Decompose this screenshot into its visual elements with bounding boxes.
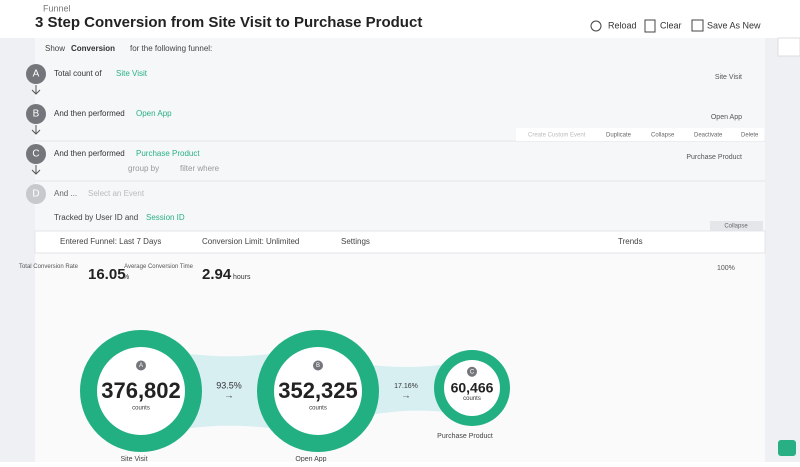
funnel-center xyxy=(444,360,500,416)
date-range[interactable]: Entered Funnel: Last 7 Days xyxy=(60,237,161,246)
side-button[interactable] xyxy=(777,37,800,57)
reload-icon xyxy=(590,20,602,32)
funnel-count: 352,325 xyxy=(278,378,358,403)
arrow: → xyxy=(224,391,234,402)
tracked-key[interactable]: Session ID xyxy=(146,213,185,222)
funnel-badge xyxy=(136,360,146,371)
funnel-name: Purchase Product xyxy=(437,433,493,440)
arrow: → xyxy=(401,391,411,402)
collapse-label: Collapse xyxy=(724,224,748,230)
metric-unit: % xyxy=(123,274,129,281)
step-letter: B xyxy=(33,109,40,120)
rate: 17.16% xyxy=(394,383,418,390)
funnel-count: 60,466 xyxy=(451,380,494,396)
step-badge xyxy=(26,144,46,164)
funnel-unit: counts xyxy=(132,405,150,411)
funnel-badge xyxy=(467,366,477,377)
actions-bar xyxy=(516,128,764,141)
funnel-count: 376,802 xyxy=(101,378,181,403)
step-letter: D xyxy=(32,189,39,200)
metric-label: Total Conversion Rate xyxy=(19,264,79,270)
step-event[interactable]: Select an Event xyxy=(88,189,145,198)
step-action[interactable]: Create Custom Event xyxy=(528,133,586,139)
metric-label: Average Conversion Time xyxy=(124,264,194,270)
save-icon xyxy=(691,19,704,32)
step-action[interactable]: Duplicate xyxy=(606,133,632,139)
group-by[interactable]: group by xyxy=(128,164,159,173)
step-action[interactable]: Deactivate xyxy=(694,133,723,139)
tracked-text: Tracked by User ID and xyxy=(54,213,138,222)
funnel-center xyxy=(274,347,362,435)
step-action[interactable]: Delete xyxy=(741,133,759,139)
show-label: Show xyxy=(45,44,65,53)
breadcrumb: Funnel xyxy=(43,3,71,13)
funnel-center xyxy=(97,347,185,435)
step-arrow xyxy=(31,165,41,175)
funnel-badge xyxy=(313,360,323,371)
funnel-letter: C xyxy=(470,369,475,375)
step-event[interactable]: Purchase Product xyxy=(136,149,200,158)
step-letter: C xyxy=(32,149,39,160)
funnel-name: Open App xyxy=(295,456,326,462)
funnel-name: Site Visit xyxy=(120,456,147,462)
step-lead: Total count of xyxy=(54,69,102,78)
funnel-letter: A xyxy=(139,363,143,369)
show-suffix: for the following funnel: xyxy=(130,44,212,53)
step-label: Open App xyxy=(711,114,742,121)
metric-value: 2.94 xyxy=(202,266,232,283)
step-lead: And then performed xyxy=(54,109,125,118)
reload[interactable]: Reload xyxy=(608,20,637,30)
step-badge xyxy=(26,64,46,84)
step-lead: And ... xyxy=(54,189,77,198)
help-button[interactable] xyxy=(778,440,796,456)
step-arrow xyxy=(31,125,41,135)
conversion-limit[interactable]: Conversion Limit: Unlimited xyxy=(202,237,299,246)
mode-select[interactable]: Conversion xyxy=(71,44,115,53)
save-as-new[interactable]: Save As New xyxy=(707,20,761,30)
metric-unit: hours xyxy=(233,274,251,281)
funnel-unit: counts xyxy=(309,405,327,411)
step-badge xyxy=(26,184,46,204)
step-event[interactable]: Site Visit xyxy=(116,69,148,78)
step-event[interactable]: Open App xyxy=(136,109,172,118)
metric-value: 16.05 xyxy=(88,266,126,283)
zoom[interactable]: 100% xyxy=(717,265,735,272)
controls-bar xyxy=(34,230,766,254)
step-label: Site Visit xyxy=(715,74,742,81)
trends[interactable]: Trends xyxy=(618,237,643,246)
step-letter: A xyxy=(33,69,40,80)
step-badge xyxy=(26,104,46,124)
step-label: Purchase Product xyxy=(686,154,742,161)
step-lead: And then performed xyxy=(54,149,125,158)
funnel-unit: counts xyxy=(463,396,481,402)
clear[interactable]: Clear xyxy=(660,20,682,30)
clear-icon xyxy=(644,19,656,33)
step-arrow xyxy=(31,85,41,95)
rate: 93.5% xyxy=(216,380,242,390)
settings[interactable]: Settings xyxy=(341,237,370,246)
header-bar xyxy=(0,0,800,38)
filter-where[interactable]: filter where xyxy=(180,164,220,173)
collapse-tab[interactable] xyxy=(710,221,763,231)
step-action[interactable]: Collapse xyxy=(651,133,675,139)
funnel-letter: B xyxy=(316,363,320,369)
title: 3 Step Conversion from Site Visit to Pur… xyxy=(35,14,422,31)
